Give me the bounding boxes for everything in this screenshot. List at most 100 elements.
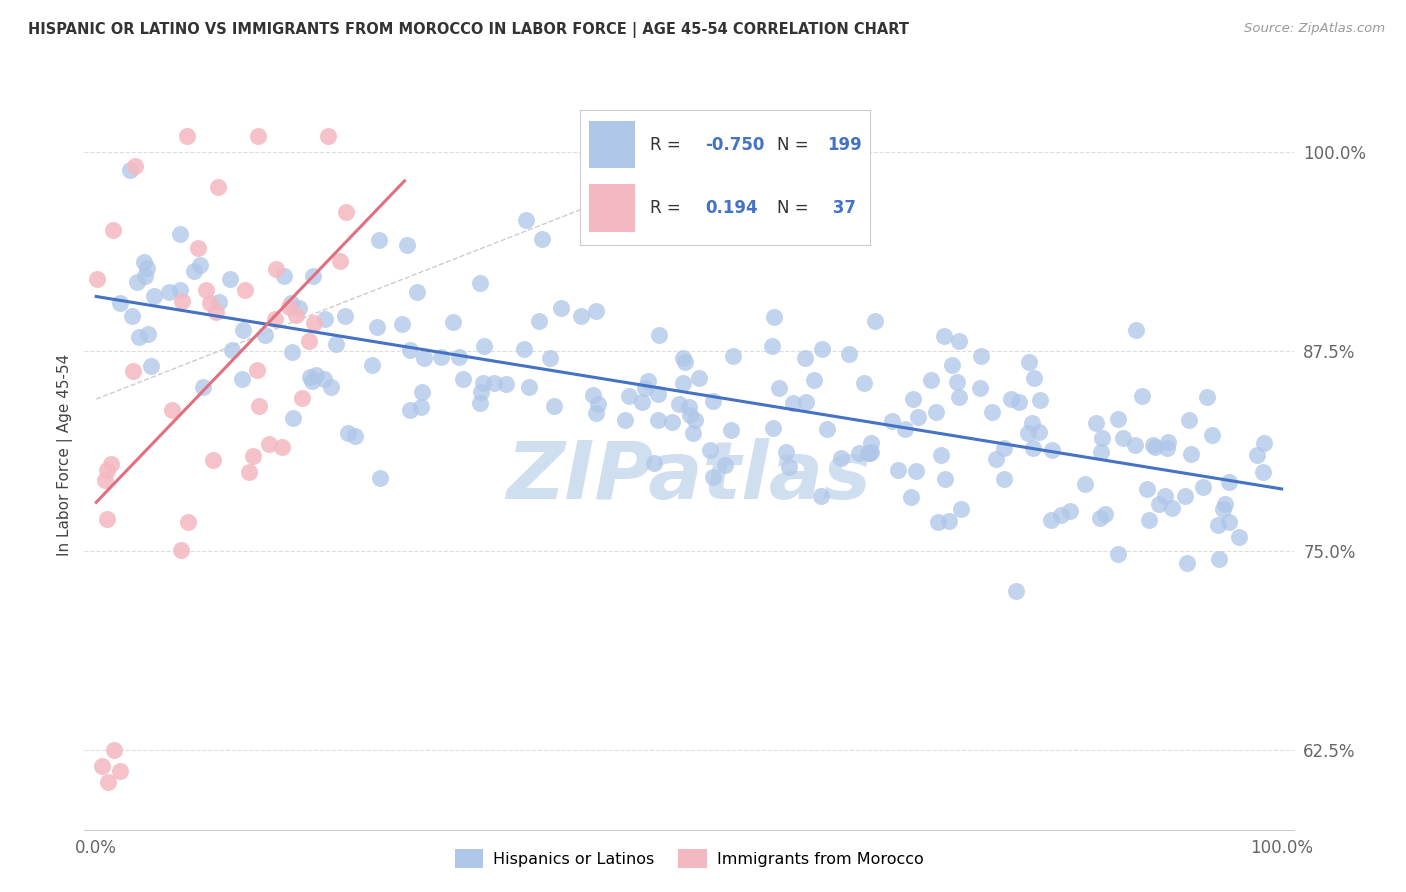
Point — [198, 296, 221, 310]
Point — [934, 472, 956, 486]
Point — [585, 303, 607, 318]
Point — [682, 425, 704, 440]
Point — [208, 295, 231, 310]
Point — [859, 446, 882, 460]
Point — [929, 448, 952, 462]
Point — [232, 323, 254, 337]
Point — [321, 380, 343, 394]
Point — [100, 457, 122, 471]
Point — [169, 227, 191, 242]
Point — [1050, 508, 1073, 522]
Point — [858, 446, 880, 460]
Point — [411, 401, 433, 415]
Point — [396, 238, 419, 252]
Point — [132, 254, 155, 268]
Point — [1107, 548, 1129, 562]
Point — [1125, 323, 1147, 337]
Point — [941, 358, 963, 372]
Point — [778, 459, 800, 474]
Point — [678, 400, 700, 414]
Point — [360, 358, 382, 372]
Point — [1218, 475, 1240, 489]
Point — [246, 363, 269, 377]
Y-axis label: In Labor Force | Age 45-54: In Labor Force | Age 45-54 — [58, 354, 73, 556]
Point — [1040, 442, 1063, 457]
Point — [1180, 446, 1202, 460]
Point — [297, 334, 319, 349]
Point — [1175, 557, 1198, 571]
Point — [128, 330, 150, 344]
Point — [96, 512, 118, 526]
Point — [264, 312, 287, 326]
Point — [253, 327, 276, 342]
Point — [406, 285, 429, 300]
Point — [1084, 416, 1107, 430]
Point — [1028, 425, 1050, 439]
Point — [177, 516, 200, 530]
Point — [264, 262, 287, 277]
Point — [761, 339, 783, 353]
Point — [219, 271, 242, 285]
Point — [699, 442, 721, 457]
Point — [281, 345, 304, 359]
Point — [1088, 510, 1111, 524]
Point — [202, 452, 225, 467]
Point — [905, 464, 928, 478]
Point — [648, 328, 671, 343]
Point — [280, 296, 302, 310]
Point — [1174, 489, 1197, 503]
Point — [720, 423, 742, 437]
Point — [1156, 441, 1178, 455]
Point — [830, 450, 852, 465]
Point — [585, 407, 607, 421]
Point — [207, 179, 229, 194]
Point — [1227, 530, 1250, 544]
Point — [160, 403, 183, 417]
Point — [515, 213, 537, 227]
Point — [672, 376, 695, 391]
Point — [811, 343, 834, 357]
Point — [617, 389, 640, 403]
Point — [513, 342, 536, 356]
Point — [337, 425, 360, 440]
Point — [231, 372, 253, 386]
Point — [969, 381, 991, 395]
Point — [204, 304, 226, 318]
Point — [860, 435, 883, 450]
Point — [329, 253, 352, 268]
Point — [1206, 518, 1229, 533]
Point — [172, 294, 194, 309]
Point — [900, 491, 922, 505]
Legend: Hispanics or Latinos, Immigrants from Morocco: Hispanics or Latinos, Immigrants from Mo… — [449, 843, 929, 874]
Point — [993, 472, 1015, 486]
Point — [1212, 502, 1234, 516]
Point — [298, 369, 321, 384]
Point — [637, 374, 659, 388]
Point — [447, 350, 470, 364]
Point — [683, 413, 706, 427]
Point — [934, 328, 956, 343]
Point — [1059, 504, 1081, 518]
Point — [768, 381, 790, 395]
Point — [301, 268, 323, 283]
Point — [721, 349, 744, 363]
Point — [993, 442, 1015, 456]
Point — [907, 410, 929, 425]
Point — [122, 364, 145, 378]
Point — [1022, 370, 1045, 384]
Point — [782, 396, 804, 410]
Point — [368, 233, 391, 247]
Point — [1090, 445, 1112, 459]
Point — [273, 268, 295, 283]
Point — [1091, 431, 1114, 445]
Point — [550, 301, 572, 316]
Point — [688, 371, 710, 385]
Point — [1156, 434, 1178, 449]
Point — [647, 413, 669, 427]
Point — [288, 301, 311, 316]
Point — [468, 396, 491, 410]
Point — [127, 275, 149, 289]
Point — [1201, 427, 1223, 442]
Point — [195, 283, 218, 297]
Point — [86, 272, 108, 286]
